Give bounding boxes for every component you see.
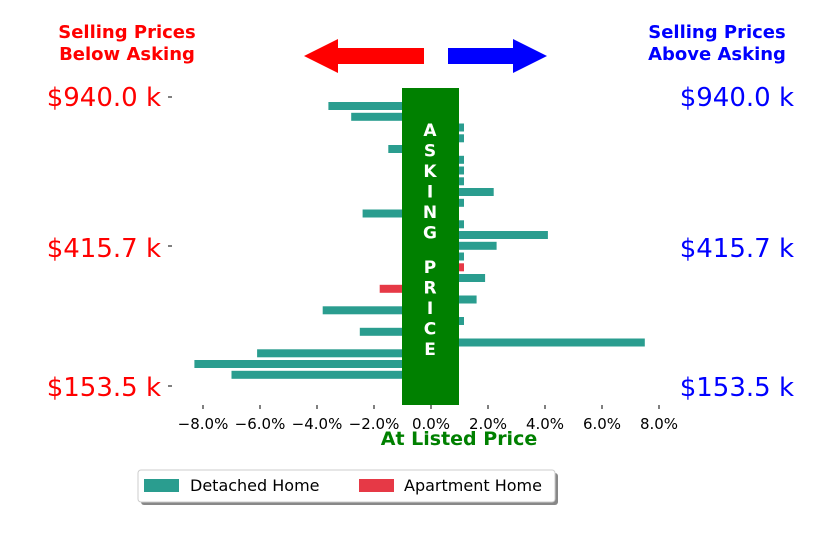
legend: Detached Home Apartment Home (137, 469, 558, 505)
asking-price-letter-10: C (424, 320, 436, 340)
y-label-left-bottom: $153.5 k (47, 373, 161, 403)
x-axis: −8.0% −6.0% −4.0% −2.0% 0.0% 2.0% 4.0% 6.0% 8.0% (178, 405, 678, 433)
asking-price-letter-1: S (424, 142, 436, 162)
y-label-right-bottom: $153.5 k (680, 373, 794, 403)
asking-price-letter-3: I (427, 183, 433, 203)
legend-label-detached: Detached Home (190, 476, 320, 495)
x-tick-label-0: −8.0% (178, 415, 229, 433)
x-tick-label-1: −6.0% (235, 415, 286, 433)
y-label-left-mid: $415.7 k (47, 234, 161, 264)
asking-price-letter-9: I (427, 299, 433, 319)
y-label-left-top: $940.0 k (47, 83, 161, 113)
x-tick-label-8: 8.0% (640, 415, 678, 433)
x-axis-label: At Listed Price (381, 428, 537, 450)
below-asking-line1: Selling Prices (58, 22, 195, 43)
left-arrow-icon (304, 39, 424, 73)
detached-bar-25 (231, 370, 408, 379)
detached-bar-18 (453, 295, 477, 304)
x-tick-label-7: 6.0% (583, 415, 621, 433)
apartment-bar-17 (379, 284, 408, 293)
detached-bar-4 (388, 145, 409, 153)
asking-price-letter-11: E (424, 340, 436, 360)
asking-price-letter-7: P (424, 258, 436, 278)
asking-price-letter-0: A (423, 121, 437, 141)
detached-bar-22 (453, 338, 645, 347)
detached-bar-13 (453, 241, 497, 250)
detached-bar-10 (362, 209, 408, 218)
detached-bar-1 (351, 112, 408, 121)
detached-bar-0 (328, 102, 408, 110)
detached-bar-16 (453, 274, 486, 282)
y-label-right-top: $940.0 k (680, 83, 794, 113)
legend-swatch-apartment (359, 479, 394, 492)
x-tick-label-4: 0.0% (412, 415, 450, 433)
legend-box (137, 469, 556, 503)
asking-price-letter-5: G (423, 224, 437, 244)
detached-bar-21 (359, 327, 409, 336)
legend-label-apartment: Apartment Home (404, 476, 542, 495)
above-asking-line2: Above Asking (648, 44, 786, 65)
detached-bar-12 (453, 231, 548, 239)
legend-swatch-detached (144, 479, 179, 492)
x-tick-label-6: 4.0% (526, 415, 564, 433)
x-tick-label-3: −2.0% (349, 415, 400, 433)
y-label-right-mid: $415.7 k (680, 234, 794, 264)
below-asking-line2: Below Asking (59, 44, 195, 65)
detached-bar-23 (257, 349, 408, 358)
right-arrow-icon (448, 39, 547, 73)
asking-price-letter-2: K (423, 162, 437, 182)
detached-bar-24 (194, 360, 408, 368)
detached-bar-19 (322, 306, 408, 315)
x-tick-label-5: 2.0% (469, 415, 507, 433)
detached-bar-8 (453, 188, 494, 196)
above-asking-line1: Selling Prices (648, 22, 785, 43)
x-tick-label-2: −4.0% (292, 415, 343, 433)
asking-price-band (402, 88, 459, 405)
asking-price-letter-4: N (423, 203, 437, 223)
asking-price-letter-8: R (423, 279, 436, 299)
